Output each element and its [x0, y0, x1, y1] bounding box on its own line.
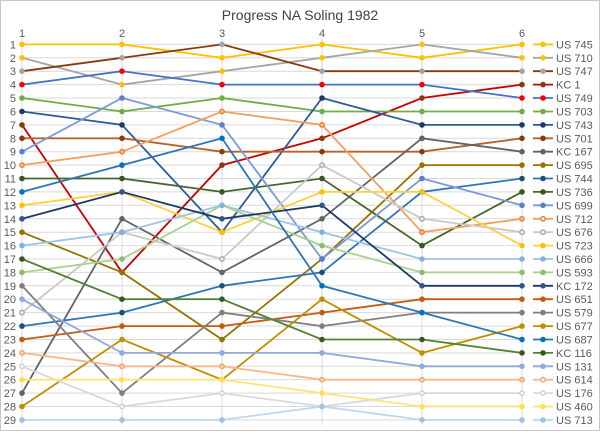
- svg-text:29: 29: [4, 415, 16, 427]
- svg-text:US 651: US 651: [556, 294, 593, 306]
- svg-text:KC 167: KC 167: [556, 147, 593, 159]
- svg-text:US 695: US 695: [556, 160, 593, 172]
- svg-text:US 579: US 579: [556, 308, 593, 320]
- svg-text:16: 16: [4, 241, 16, 253]
- svg-text:13: 13: [4, 200, 16, 212]
- svg-text:28: 28: [4, 402, 16, 414]
- svg-text:US 736: US 736: [556, 187, 593, 199]
- svg-text:US 712: US 712: [556, 214, 593, 226]
- svg-text:19: 19: [4, 281, 16, 293]
- svg-text:17: 17: [4, 254, 16, 266]
- svg-text:15: 15: [4, 227, 16, 239]
- svg-text:11: 11: [5, 174, 16, 186]
- svg-text:3: 3: [10, 66, 16, 78]
- svg-text:US 176: US 176: [556, 388, 593, 400]
- svg-text:US 749: US 749: [556, 93, 593, 105]
- svg-text:9: 9: [10, 147, 16, 159]
- svg-text:20: 20: [4, 294, 16, 306]
- svg-text:US 745: US 745: [556, 39, 593, 51]
- svg-text:KC 116: KC 116: [556, 348, 592, 360]
- svg-text:KC 1: KC 1: [556, 80, 580, 92]
- svg-text:US 744: US 744: [556, 174, 593, 186]
- svg-text:US 614: US 614: [556, 375, 593, 387]
- svg-text:US 699: US 699: [556, 200, 593, 212]
- svg-text:24: 24: [4, 348, 16, 360]
- svg-text:12: 12: [4, 187, 16, 199]
- svg-text:US 666: US 666: [556, 254, 593, 266]
- svg-text:3: 3: [219, 28, 225, 40]
- svg-text:Progress NA Soling 1982: Progress NA Soling 1982: [222, 7, 379, 23]
- svg-text:US 713: US 713: [556, 415, 593, 427]
- svg-text:US 743: US 743: [556, 120, 593, 132]
- svg-text:6: 6: [519, 28, 525, 40]
- svg-text:US 710: US 710: [556, 53, 593, 65]
- svg-text:5: 5: [419, 28, 425, 40]
- svg-text:US 676: US 676: [556, 227, 593, 239]
- svg-text:US 687: US 687: [556, 335, 593, 347]
- svg-text:US 703: US 703: [556, 107, 593, 119]
- svg-text:27: 27: [4, 388, 16, 400]
- svg-text:25: 25: [4, 361, 16, 373]
- svg-text:US 131: US 131: [556, 361, 593, 373]
- svg-text:US 747: US 747: [556, 66, 593, 78]
- svg-text:2: 2: [119, 28, 125, 40]
- svg-text:22: 22: [4, 321, 16, 333]
- svg-text:5: 5: [10, 93, 16, 105]
- svg-text:US 677: US 677: [556, 321, 593, 333]
- svg-text:US 460: US 460: [556, 402, 593, 414]
- svg-text:14: 14: [4, 214, 16, 226]
- svg-text:2: 2: [10, 53, 16, 65]
- svg-text:21: 21: [4, 308, 16, 320]
- svg-text:10: 10: [4, 160, 16, 172]
- svg-text:26: 26: [4, 375, 16, 387]
- svg-text:4: 4: [10, 80, 16, 92]
- svg-text:4: 4: [319, 28, 325, 40]
- svg-text:US 593: US 593: [556, 267, 593, 279]
- svg-text:8: 8: [10, 133, 16, 145]
- svg-text:23: 23: [4, 335, 16, 347]
- svg-text:18: 18: [4, 267, 16, 279]
- svg-text:US 723: US 723: [556, 241, 593, 253]
- svg-text:1: 1: [10, 39, 16, 51]
- svg-text:1: 1: [19, 28, 25, 40]
- svg-text:US 701: US 701: [556, 133, 593, 145]
- svg-text:7: 7: [10, 120, 16, 132]
- svg-text:6: 6: [10, 107, 16, 119]
- svg-text:KC 172: KC 172: [556, 281, 593, 293]
